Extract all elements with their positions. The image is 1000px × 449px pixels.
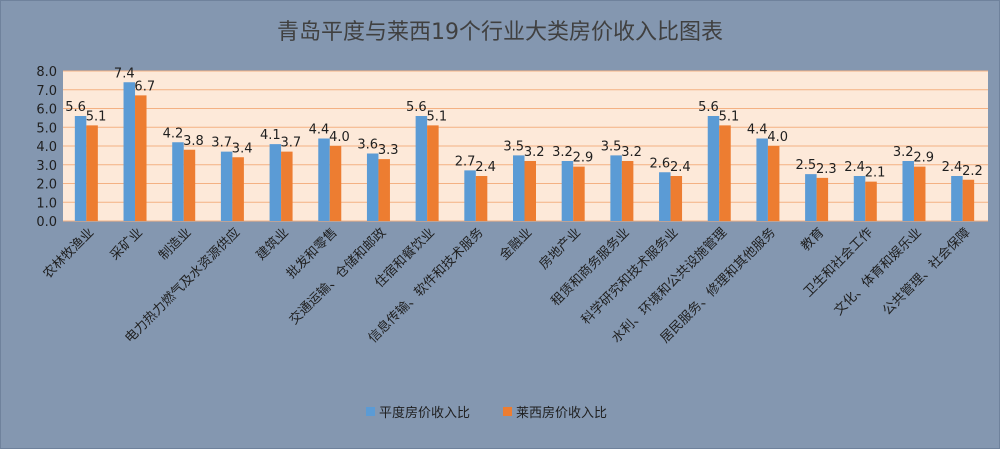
data-label: 3.2 bbox=[552, 145, 573, 160]
bar-pingdu bbox=[853, 176, 866, 221]
bar-pingdu bbox=[610, 155, 622, 221]
bar-pingdu bbox=[415, 116, 428, 221]
data-label: 2.9 bbox=[573, 151, 594, 166]
y-tick-label: 6.0 bbox=[36, 103, 57, 118]
data-label: 2.9 bbox=[913, 151, 934, 166]
y-axis-ticks: 0.0 1.0 2.0 3.0 4.0 5.0 6.0 7.0 8.0 bbox=[36, 65, 57, 230]
data-label: 4.4 bbox=[747, 123, 768, 138]
bar-pingdu bbox=[318, 138, 330, 221]
legend-label: 莱西房价收入比 bbox=[516, 405, 607, 421]
bar-laixi bbox=[329, 146, 342, 221]
bar-laixi bbox=[865, 181, 877, 221]
bar-pingdu bbox=[513, 155, 525, 221]
data-label: 3.5 bbox=[601, 139, 622, 154]
y-tick-label: 0.0 bbox=[36, 215, 57, 230]
data-label: 3.8 bbox=[183, 134, 204, 149]
bar-laixi bbox=[524, 161, 536, 221]
data-label: 2.6 bbox=[649, 156, 670, 171]
data-label: 3.2 bbox=[621, 145, 642, 160]
data-label: 2.2 bbox=[962, 164, 983, 179]
data-label: 2.3 bbox=[816, 162, 837, 177]
data-label: 5.1 bbox=[719, 109, 740, 124]
y-tick-label: 2.0 bbox=[36, 178, 57, 193]
data-label: 2.7 bbox=[455, 154, 476, 169]
data-label: 4.1 bbox=[260, 128, 281, 143]
bar-laixi bbox=[962, 179, 975, 221]
data-label: 4.0 bbox=[767, 130, 788, 145]
y-tick-label: 4.0 bbox=[36, 140, 57, 155]
bar-laixi bbox=[767, 146, 780, 221]
bar-pingdu bbox=[805, 174, 817, 221]
data-label: 2.1 bbox=[865, 166, 886, 181]
bar-pingdu bbox=[366, 153, 379, 221]
data-label: 5.6 bbox=[698, 100, 719, 115]
bar-pingdu bbox=[464, 170, 476, 221]
data-label: 3.6 bbox=[357, 138, 378, 153]
y-tick-label: 3.0 bbox=[36, 159, 57, 174]
bar-pingdu bbox=[756, 138, 768, 221]
bar-pingdu bbox=[902, 161, 914, 221]
bar-pingdu bbox=[951, 176, 963, 221]
data-label: 5.1 bbox=[86, 109, 107, 124]
data-label: 2.4 bbox=[942, 160, 963, 175]
data-label: 7.4 bbox=[114, 66, 135, 81]
data-label: 3.7 bbox=[280, 136, 301, 151]
legend-label: 平度房价收入比 bbox=[379, 405, 470, 421]
bar-pingdu bbox=[220, 151, 233, 221]
bar-pingdu bbox=[707, 116, 720, 221]
data-label: 3.2 bbox=[893, 145, 914, 160]
bar-laixi bbox=[427, 125, 439, 221]
data-label: 3.4 bbox=[232, 141, 253, 156]
chart-title: 青岛平度与莱西19个行业大类房价收入比图表 bbox=[277, 20, 723, 45]
data-label: 2.4 bbox=[670, 160, 691, 175]
bar-laixi bbox=[183, 149, 196, 221]
data-label: 4.0 bbox=[329, 130, 350, 145]
data-label: 3.5 bbox=[503, 139, 524, 154]
bar-pingdu bbox=[561, 161, 574, 221]
data-label: 2.4 bbox=[475, 160, 496, 175]
bar-laixi bbox=[719, 125, 731, 221]
bar-laixi bbox=[281, 151, 293, 221]
bar-laixi bbox=[135, 95, 147, 221]
bar-pingdu bbox=[123, 82, 136, 221]
legend: 平度房价收入比 莱西房价收入比 bbox=[366, 405, 607, 421]
legend-swatch bbox=[366, 407, 375, 416]
data-label: 4.4 bbox=[309, 123, 330, 138]
y-tick-label: 1.0 bbox=[36, 196, 57, 211]
bar-pingdu bbox=[659, 172, 671, 221]
y-tick-label: 7.0 bbox=[36, 84, 57, 99]
legend-swatch bbox=[503, 407, 512, 416]
bar-laixi bbox=[670, 176, 683, 221]
data-label: 3.2 bbox=[524, 145, 545, 160]
data-label: 5.6 bbox=[65, 100, 86, 115]
bar-laixi bbox=[621, 161, 634, 221]
bars bbox=[74, 82, 975, 221]
bar-laixi bbox=[573, 166, 585, 221]
bar-laixi bbox=[816, 177, 829, 221]
data-label: 3.7 bbox=[211, 136, 232, 151]
bar-pingdu bbox=[269, 144, 282, 221]
data-label: 4.2 bbox=[163, 126, 184, 141]
data-label: 5.1 bbox=[427, 109, 448, 124]
bar-laixi bbox=[475, 176, 488, 221]
data-label: 6.7 bbox=[134, 79, 155, 94]
bar-pingdu bbox=[74, 116, 87, 221]
data-label: 2.5 bbox=[796, 158, 817, 173]
bar-pingdu bbox=[172, 142, 184, 221]
bar-laixi bbox=[378, 159, 390, 221]
data-labels: 5.65.17.46.74.2 3.8 3.7 3.44.1 3.74.4 4.0 3.6 3… bbox=[65, 66, 983, 180]
data-label: 2.4 bbox=[844, 160, 865, 175]
data-label: 3.3 bbox=[378, 143, 399, 158]
bar-laixi bbox=[913, 166, 926, 221]
bar-laixi bbox=[232, 157, 244, 221]
data-label: 5.6 bbox=[406, 100, 427, 115]
y-tick-label: 5.0 bbox=[36, 121, 57, 136]
bar-laixi bbox=[86, 125, 98, 221]
y-tick-label: 8.0 bbox=[36, 65, 57, 80]
